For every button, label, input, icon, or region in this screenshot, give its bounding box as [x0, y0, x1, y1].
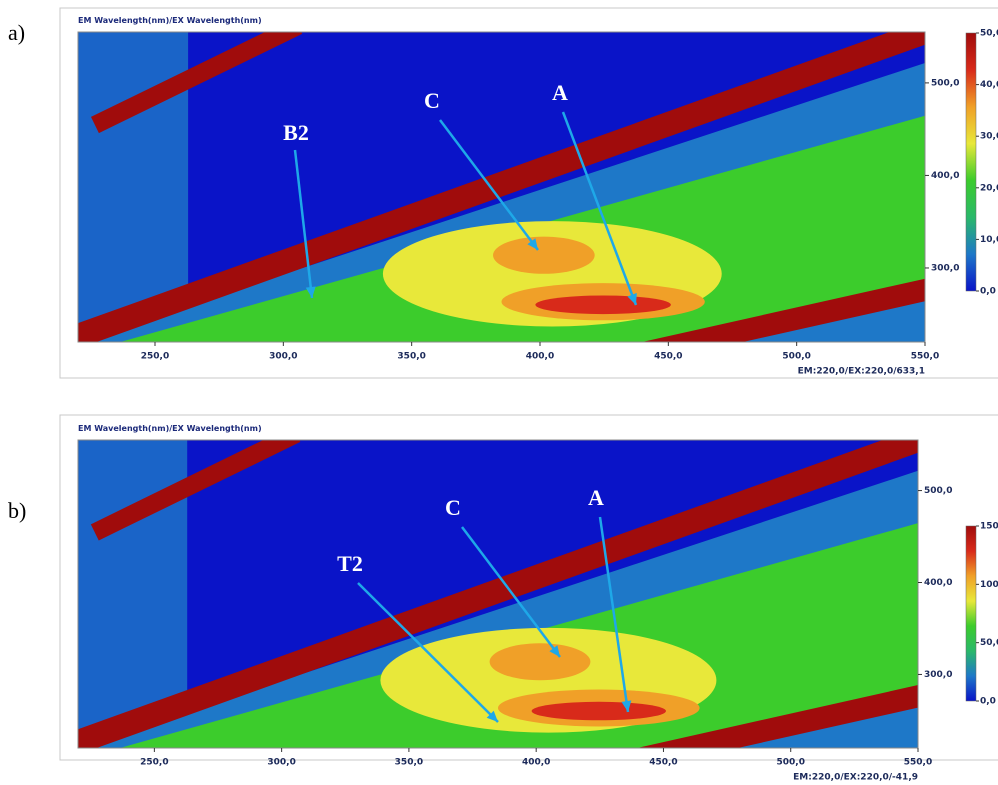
x-tick-label: 300,0	[269, 352, 297, 362]
axis-title: EM Wavelength(nm)/EX Wavelength(nm)	[78, 424, 262, 433]
panel: a) EM Wavelength(nm)/EX Wavelength(nm) 250…	[8, 8, 998, 378]
colorbar-label: 0,0	[980, 287, 996, 297]
x-tick-label: 500,0	[776, 758, 804, 768]
y-tick-label: 300,0	[924, 670, 952, 680]
x-tick-label: 550,0	[911, 352, 939, 362]
y-tick-label: 400,0	[931, 171, 959, 181]
orange-region	[493, 237, 595, 274]
colorbar-label: 50,0	[980, 29, 998, 39]
red-region	[532, 702, 666, 720]
annotation: A	[552, 80, 568, 105]
colorbar	[966, 33, 976, 291]
panel-label: a)	[8, 20, 25, 45]
y-tick-label: 500,0	[931, 78, 959, 88]
x-tick-label: 250,0	[141, 352, 169, 362]
x-tick-label: 350,0	[397, 352, 425, 362]
status-text: EM:220,0/EX:220,0/633,1	[798, 367, 925, 377]
axis-title: EM Wavelength(nm)/EX Wavelength(nm)	[78, 16, 262, 25]
x-tick-label: 450,0	[654, 352, 682, 362]
colorbar-label: 30,0	[980, 132, 998, 142]
x-tick-label: 350,0	[395, 758, 423, 768]
colorbar-label: 50,0	[980, 638, 998, 648]
panel-label: b)	[8, 498, 26, 523]
x-tick-label: 250,0	[140, 758, 168, 768]
annotation: A	[588, 485, 604, 510]
x-tick-label: 400,0	[526, 352, 554, 362]
x-tick-label: 550,0	[904, 758, 932, 768]
colorbar-label: 100,0	[980, 580, 998, 590]
contour-map	[61, 26, 942, 355]
panel: b) EM Wavelength(nm)/EX Wavelength(nm) 250…	[8, 415, 998, 783]
annotation: B2	[283, 120, 309, 145]
status-text: EM:220,0/EX:220,0/-41,9	[793, 773, 918, 783]
orange-region	[490, 643, 591, 680]
contour-map	[61, 434, 935, 760]
red-region	[535, 296, 671, 315]
y-tick-label: 400,0	[924, 578, 952, 588]
annotation: C	[445, 495, 461, 520]
colorbar-label: 0,0	[980, 697, 996, 707]
colorbar-label: 20,0	[980, 183, 998, 193]
colorbar	[966, 526, 976, 701]
annotation: C	[424, 88, 440, 113]
x-tick-label: 450,0	[649, 758, 677, 768]
y-tick-label: 300,0	[931, 263, 959, 273]
annotation: T2	[337, 551, 363, 576]
y-tick-label: 500,0	[924, 486, 952, 496]
colorbar-label: 40,0	[980, 80, 998, 90]
x-tick-label: 400,0	[522, 758, 550, 768]
x-tick-label: 300,0	[267, 758, 295, 768]
x-tick-label: 500,0	[782, 352, 810, 362]
figure: a) EM Wavelength(nm)/EX Wavelength(nm) 250…	[0, 0, 998, 785]
colorbar-label: 10,0	[980, 235, 998, 245]
colorbar-label: 150,0	[980, 522, 998, 532]
